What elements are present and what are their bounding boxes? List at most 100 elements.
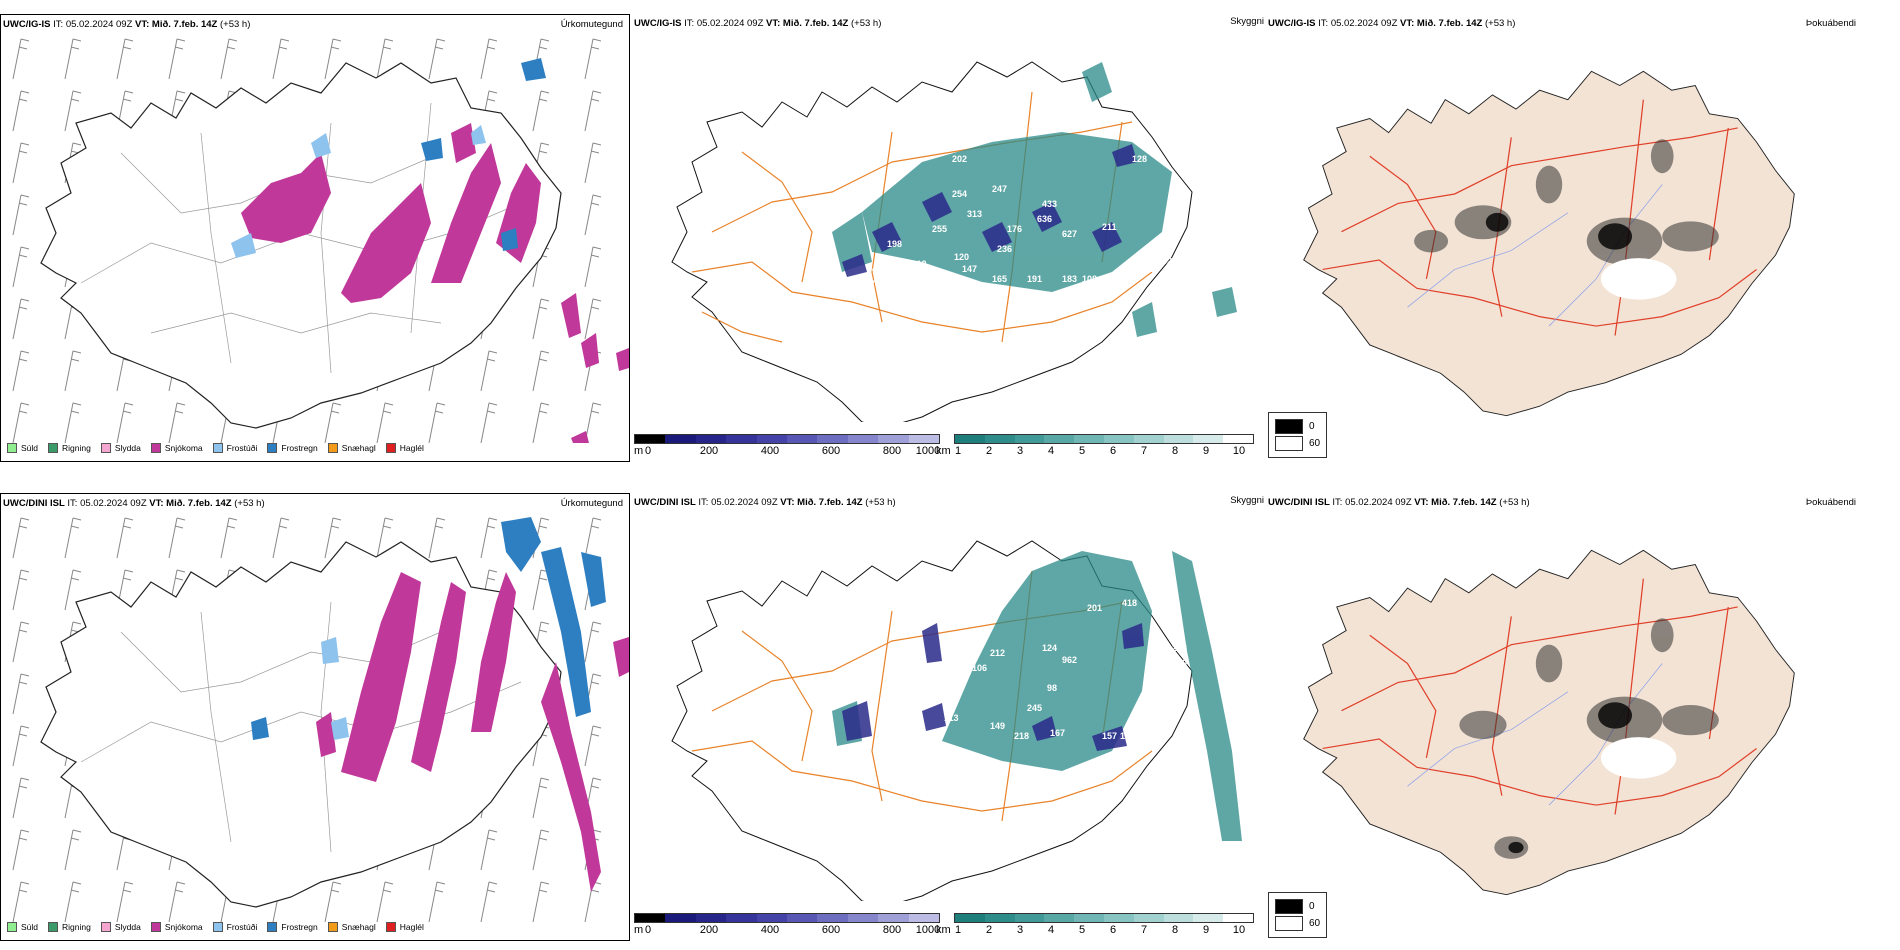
fog-panel-row2: UWC/DINI ISL IT: 05.02.2024 09Z VT: Mið.… xyxy=(1266,493,1896,896)
ceiling-label: 212 xyxy=(990,648,1005,658)
legend-item: Frostregn xyxy=(267,443,318,453)
scale-tick: 9 xyxy=(1202,445,1210,457)
scale-tick: 800 xyxy=(882,445,902,457)
legend-item: Súld xyxy=(7,922,38,932)
visibility-scale: km 1 2 3 4 5 6 7 8 9 10 xyxy=(936,434,1254,458)
panel-title: UWC/IG-IS IT: 05.02.2024 09Z VT: Mið. 7.… xyxy=(634,18,882,29)
visibility-panel-row2: UWC/DINI ISL IT: 05.02.2024 09Z VT: Mið.… xyxy=(632,493,1268,941)
legend-item: Frostúði xyxy=(212,443,257,453)
ceiling-label: 149 xyxy=(990,721,1005,731)
scale-tick: 1000 xyxy=(915,924,941,936)
scale-tick: 0 xyxy=(644,445,652,457)
panel-title: UWC/DINI ISL IT: 05.02.2024 09Z VT: Mið.… xyxy=(1268,497,1530,508)
panel-title: UWC/IG-IS IT: 05.02.2024 09Z VT: Mið. 7.… xyxy=(3,19,251,30)
ceiling-label: 149 xyxy=(1167,209,1182,219)
scale-tick: 400 xyxy=(760,924,780,936)
panel-type-label: Skyggni xyxy=(1230,16,1264,27)
panel-type-label: Úrkomutegund xyxy=(560,498,623,509)
precip-map xyxy=(1,33,629,443)
scale-tick: 1 xyxy=(954,924,962,936)
scale-unit: km xyxy=(936,924,951,936)
ceiling-label: 120 xyxy=(954,252,969,262)
precip-legend: Súld Rigning Slydda Snjókoma Frostúði Fr… xyxy=(7,443,424,453)
ceiling-label: 134 xyxy=(877,256,892,266)
legend-swatch xyxy=(267,922,278,932)
ceiling-label: 254 xyxy=(952,189,967,199)
ceiling-label: 276 xyxy=(1157,244,1172,254)
scale-tick: 10 xyxy=(1232,445,1246,457)
fog-panel-row1: UWC/IG-IS IT: 05.02.2024 09Z VT: Mið. 7.… xyxy=(1266,14,1896,417)
fog-legend: 0 60 xyxy=(1268,412,1328,458)
fog-map xyxy=(1303,70,1795,417)
legend-swatch xyxy=(385,922,396,932)
legend-swatch xyxy=(100,443,111,453)
ceiling-scale: m 0 200 400 600 800 1000 xyxy=(634,913,940,937)
ceiling-label: 183 xyxy=(1062,274,1077,284)
ceiling-label: 300 xyxy=(1172,658,1187,668)
ceiling-label: 98 xyxy=(1047,683,1057,693)
scale-tick: 200 xyxy=(699,924,719,936)
ceiling-label: 128 xyxy=(1132,154,1147,164)
panel-type-label: Skyggni xyxy=(1230,495,1264,506)
legend-item: Slydda xyxy=(100,922,141,932)
legend-swatch xyxy=(1275,916,1303,931)
ceiling-label: 108 xyxy=(1082,274,1097,284)
legend-swatch xyxy=(7,443,17,453)
legend-swatch xyxy=(100,922,111,932)
scale-tick: 9 xyxy=(1202,924,1210,936)
ceiling-label: 147 xyxy=(962,264,977,274)
scale-tick: 600 xyxy=(821,445,841,457)
ceiling-label: 176 xyxy=(1007,224,1022,234)
scale-tick: 1000 xyxy=(915,445,941,457)
legend-item: Haglél xyxy=(385,443,424,453)
ceiling-label: 191 xyxy=(1027,274,1042,284)
legend-swatch xyxy=(327,922,338,932)
legend-swatch xyxy=(48,922,59,932)
scale-tick: 5 xyxy=(1078,445,1086,457)
legend-item: Snjókoma xyxy=(150,922,203,932)
ceiling-label: 218 xyxy=(1014,731,1029,741)
legend-swatch xyxy=(327,443,338,453)
legend-item: Haglél xyxy=(385,922,424,932)
legend-swatch xyxy=(385,443,396,453)
scale-tick: 6 xyxy=(1109,445,1117,457)
scale-tick: 8 xyxy=(1171,924,1179,936)
precip-map xyxy=(1,512,629,922)
ceiling-label: 167 xyxy=(1050,728,1065,738)
legend-item: Snæhagl xyxy=(327,443,376,453)
ceiling-label: 131 xyxy=(1120,731,1135,741)
ceiling-label: 104 xyxy=(897,708,912,718)
scale-tick: 0 xyxy=(644,924,652,936)
panel-title: UWC/DINI ISL IT: 05.02.2024 09Z VT: Mið.… xyxy=(634,497,896,508)
panel-type-label: Úrkomutegund xyxy=(560,19,623,30)
ceiling-label: 201 xyxy=(1087,603,1102,613)
visibility-map: 202 247 254 313 255 198 134 112 84 76 14… xyxy=(671,61,1237,422)
legend-item: Rigning xyxy=(48,443,91,453)
ceiling-label: 52 xyxy=(1192,196,1202,206)
ceiling-label: 255 xyxy=(932,224,947,234)
ceiling-label: 112 xyxy=(912,259,927,269)
legend-swatch xyxy=(48,443,59,453)
ceiling-label: 106 xyxy=(972,663,987,673)
fog-map xyxy=(1303,549,1795,896)
visibility-panel-row1: UWC/IG-IS IT: 05.02.2024 09Z VT: Mið. 7.… xyxy=(632,14,1268,462)
legend-item: 0 xyxy=(1275,899,1320,914)
ceiling-label: 76 xyxy=(870,279,880,289)
precip-type-panel-row2: UWC/DINI ISL IT: 05.02.2024 09Z VT: Mið.… xyxy=(0,493,630,941)
scale-tick: 3 xyxy=(1016,924,1024,936)
scale-tick: 800 xyxy=(882,924,902,936)
precip-legend: Súld Rigning Slydda Snjókoma Frostúði Fr… xyxy=(7,922,424,932)
scale-tick: 600 xyxy=(821,924,841,936)
legend-item: Slydda xyxy=(100,443,141,453)
legend-swatch xyxy=(1275,899,1303,914)
scale-tick: 7 xyxy=(1140,924,1148,936)
ceiling-label: 627 xyxy=(1062,229,1077,239)
scale-unit: m xyxy=(634,924,644,936)
ceiling-label: 165 xyxy=(992,274,1007,284)
legend-swatch xyxy=(150,443,161,453)
scale-unit: m xyxy=(634,445,644,457)
scale-tick: 400 xyxy=(760,445,780,457)
scale-tick: 7 xyxy=(1140,445,1148,457)
ceiling-label: 276 xyxy=(1172,673,1187,683)
legend-item: Rigning xyxy=(48,922,91,932)
